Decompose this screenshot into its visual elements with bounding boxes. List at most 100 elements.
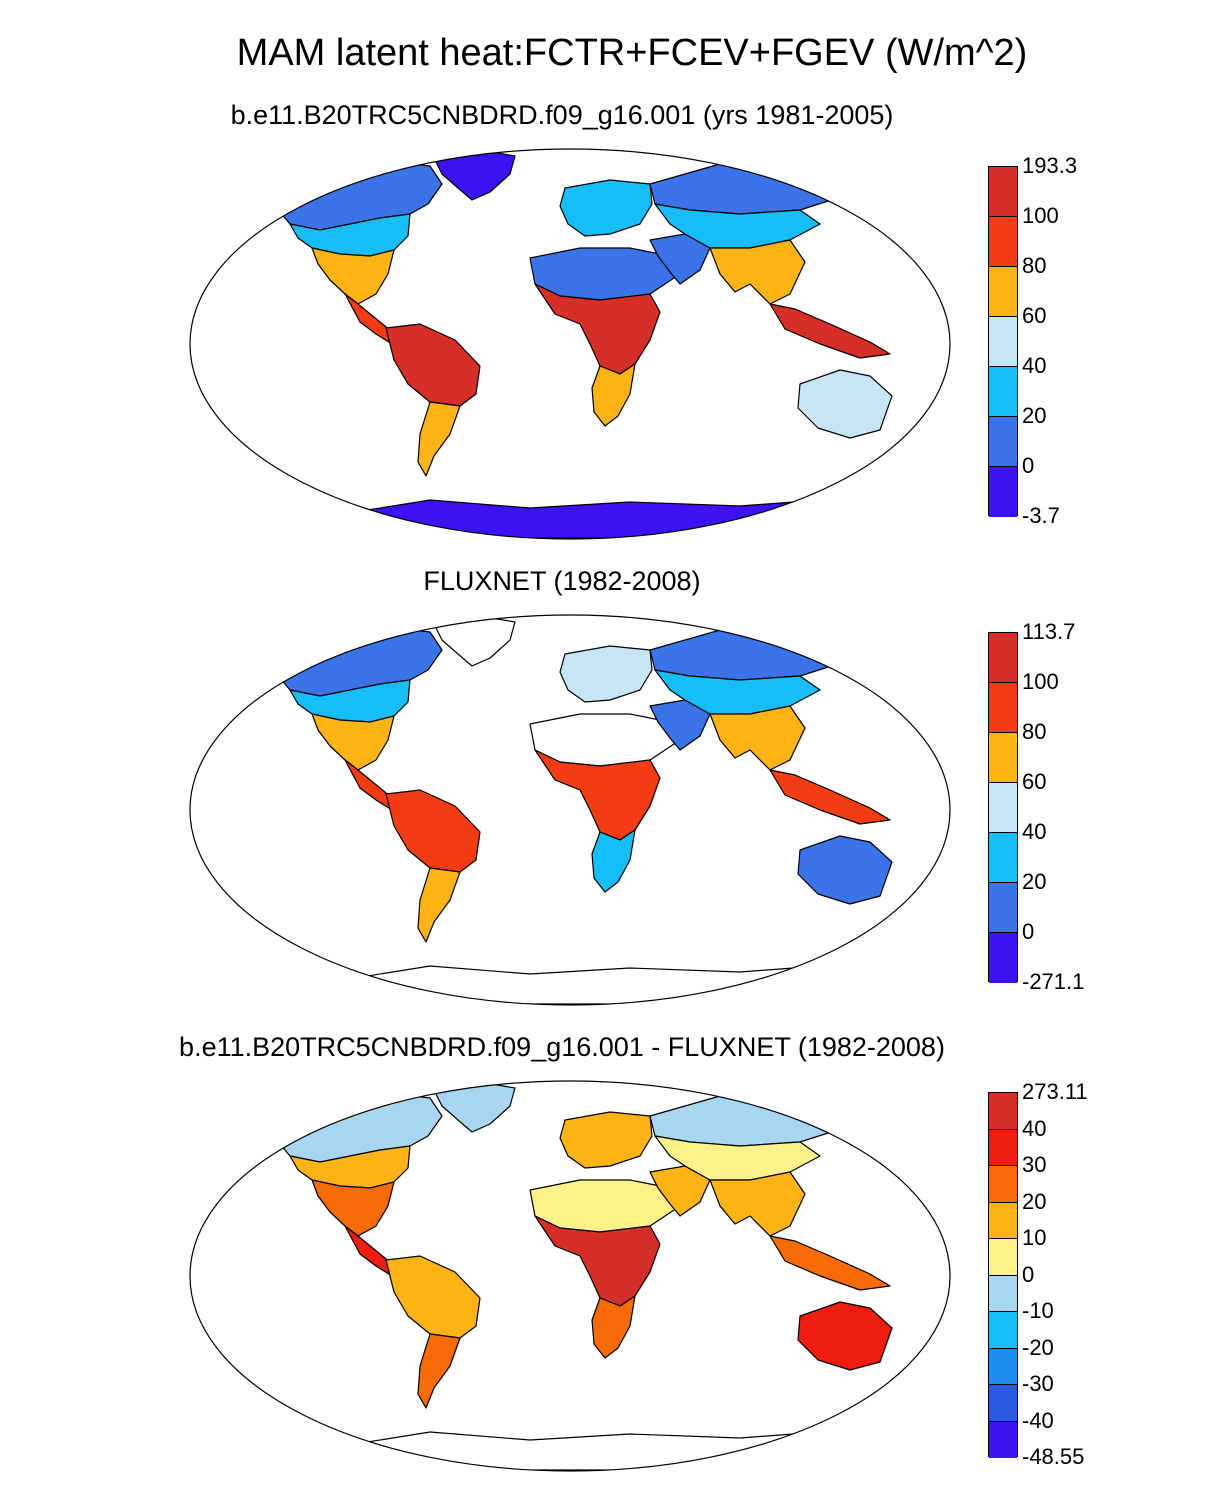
- land-northam-north: [271, 625, 443, 697]
- colorbar-swatch: [989, 883, 1017, 933]
- colorbar-2: [988, 632, 1018, 983]
- land-australia: [797, 835, 893, 905]
- land-seasia: [769, 303, 891, 359]
- land-northam-south: [311, 247, 395, 305]
- colorbar-swatch: [989, 783, 1017, 833]
- land-asia-south: [709, 239, 806, 305]
- colorbar-label: -40: [1022, 1407, 1054, 1433]
- colorbar-swatch: [989, 267, 1017, 317]
- land-southam-north: [385, 323, 481, 407]
- panel-2-title: FLUXNET (1982-2008): [423, 566, 701, 596]
- land-africa-south: [591, 1295, 636, 1359]
- colorbar-label: 40: [1022, 353, 1047, 378]
- colorbar-2-labels: 113.7 100 80 60 40 20 0 -271.1: [1022, 621, 1122, 993]
- colorbar-label: 40: [1022, 819, 1047, 844]
- colorbar-label: 193.3: [1022, 153, 1078, 178]
- colorbar-label: 60: [1022, 303, 1047, 328]
- colorbar-swatch: [989, 933, 1017, 983]
- colorbar-swatch: [989, 1312, 1017, 1349]
- land-southam-south: [417, 401, 461, 477]
- land-antarctic: [329, 1431, 881, 1471]
- land-northam-south: [311, 713, 395, 771]
- colorbar-label: -30: [1022, 1371, 1054, 1396]
- colorbar-swatch: [989, 1093, 1017, 1130]
- colorbar-label: 20: [1022, 403, 1047, 428]
- colorbar-label: 10: [1022, 1225, 1047, 1250]
- panel-1-title: b.e11.B20TRC5CNBDRD.f09_g16.001 (yrs 198…: [230, 100, 894, 130]
- land-antarctic: [329, 965, 881, 1005]
- colorbar-swatch: [989, 733, 1017, 783]
- panel-3-title: b.e11.B20TRC5CNBDRD.f09_g16.001 - FLUXNE…: [179, 1032, 945, 1062]
- land-seasia: [769, 1235, 891, 1291]
- land-northam-mid: [289, 213, 411, 257]
- land-northam-north: [271, 1091, 443, 1163]
- colorbar-label: 80: [1022, 719, 1047, 744]
- colorbar-1: [988, 166, 1018, 517]
- colorbar-3-labels: 273.11 40 30 20 10 0 -10 -20 -30 -40 -48.55: [1022, 1081, 1122, 1468]
- colorbar-3: [988, 1092, 1018, 1458]
- colorbar-label: -48.55: [1022, 1444, 1085, 1469]
- colorbar-swatch: [989, 217, 1017, 267]
- land-asia-south: [709, 705, 806, 771]
- colorbar-label: -10: [1022, 1298, 1054, 1323]
- colorbar-label: 100: [1022, 669, 1059, 694]
- map-border: [189, 1080, 951, 1472]
- colorbar-label: -20: [1022, 1334, 1054, 1360]
- colorbar-swatch: [989, 833, 1017, 883]
- colorbar-label: 273.11: [1022, 1079, 1088, 1104]
- colorbar-swatch: [989, 1166, 1017, 1203]
- map-panel-2: [189, 614, 951, 1006]
- colorbar-swatch: [989, 1275, 1017, 1312]
- land-europe: [559, 179, 653, 237]
- land-australia: [797, 1301, 893, 1371]
- map-border: [189, 148, 951, 540]
- colorbar-swatch: [989, 1129, 1017, 1166]
- colorbar-1-labels: 193.3 100 80 60 40 20 0 -3.7: [1022, 155, 1122, 527]
- colorbar-swatch: [989, 467, 1017, 517]
- land-greenland: [434, 1081, 516, 1133]
- land-europe: [559, 645, 653, 703]
- colorbar-swatch: [989, 317, 1017, 367]
- colorbar-label: 20: [1022, 1188, 1047, 1214]
- map-border: [189, 614, 951, 1006]
- land-southam-north: [385, 789, 481, 873]
- land-africa-south: [591, 363, 636, 427]
- land-northam-north: [271, 159, 443, 231]
- map-panel-1: [189, 148, 951, 540]
- land-australia: [797, 369, 893, 439]
- land-northam-mid: [289, 679, 411, 723]
- colorbar-swatch: [989, 167, 1017, 217]
- land-greenland: [434, 615, 516, 667]
- map-panel-3: [189, 1080, 951, 1472]
- colorbar-label: -3.7: [1022, 503, 1060, 528]
- colorbar-label: 0: [1022, 919, 1035, 944]
- figure-title: MAM latent heat:FCTR+FCEV+FGEV (W/m^2): [236, 32, 1028, 74]
- colorbar-label: 80: [1022, 253, 1047, 278]
- colorbar-swatch: [989, 1385, 1017, 1422]
- colorbar-label: 30: [1022, 1152, 1047, 1177]
- colorbar-swatch: [989, 1202, 1017, 1239]
- land-southam-north: [385, 1255, 481, 1339]
- land-africa-south: [591, 829, 636, 893]
- land-northam-south: [311, 1179, 395, 1237]
- land-seasia: [769, 769, 891, 825]
- colorbar-label: 40: [1022, 1115, 1047, 1141]
- land-asia-south: [709, 1171, 806, 1237]
- colorbar-label: 60: [1022, 769, 1047, 794]
- colorbar-swatch: [989, 1348, 1017, 1385]
- colorbar-swatch: [989, 417, 1017, 467]
- land-southam-south: [417, 867, 461, 943]
- colorbar-label: 0: [1022, 453, 1035, 478]
- colorbar-swatch: [989, 683, 1017, 733]
- land-greenland: [434, 149, 516, 201]
- land-southam-south: [417, 1333, 461, 1409]
- colorbar-swatch: [989, 1239, 1017, 1276]
- colorbar-label: 20: [1022, 869, 1047, 894]
- colorbar-swatch: [989, 1421, 1017, 1458]
- colorbar-swatch: [989, 633, 1017, 683]
- land-europe: [559, 1111, 653, 1169]
- colorbar-label: 100: [1022, 203, 1059, 228]
- colorbar-label: 113.7: [1022, 619, 1076, 644]
- land-antarctic: [329, 499, 881, 539]
- colorbar-label: 0: [1022, 1261, 1035, 1287]
